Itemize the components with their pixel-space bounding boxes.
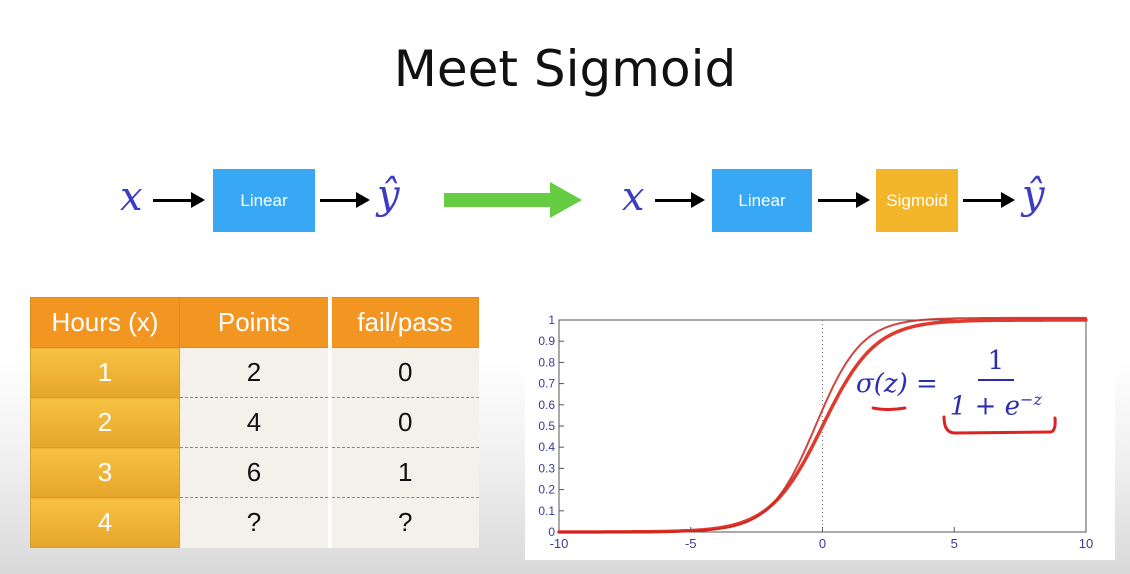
formula-fraction: 1 1 + e−z: [950, 345, 1042, 424]
y-tick-label: 0.8: [538, 355, 555, 369]
header-points: Points: [179, 297, 332, 348]
table-row: 1 2 0: [30, 347, 479, 398]
cell-points: ?: [179, 497, 332, 548]
formula-lhs: σ(z) =: [856, 369, 938, 400]
cell-hours: 1: [30, 347, 180, 398]
cell-hours: 2: [30, 397, 180, 448]
x-tick-label: -10: [550, 536, 569, 551]
header-fail-pass: fail/pass: [329, 297, 479, 348]
x-tick-label: -5: [685, 536, 697, 551]
y-axis-ticks: 0 0.1 0.2 0.3 0.4 0.5 0.6 0.7 0.8 0.9 1: [538, 313, 564, 539]
y-tick-label: 1: [548, 313, 555, 327]
table-row: 3 6 1: [30, 447, 479, 498]
y-tick-label: 0: [548, 525, 555, 539]
y-tick-label: 0.7: [538, 377, 555, 391]
y-tick-label: 0.6: [538, 398, 555, 412]
table-row: 2 4 0: [30, 397, 479, 448]
x-axis-ticks: -10 -5 0 5 10: [550, 527, 1093, 551]
arrow-icon: [818, 192, 870, 208]
transform-arrow-icon: [444, 182, 582, 218]
sigmoid-box: Sigmoid: [876, 169, 958, 232]
slide-title: Meet Sigmoid: [393, 40, 737, 98]
linear-box-right: Linear: [712, 169, 812, 232]
sigmoid-chart: 0 0.1 0.2 0.3 0.4 0.5 0.6 0.7 0.8 0.9 1 -10 -5 0 5 10: [525, 305, 1115, 560]
x-tick-label: 10: [1079, 536, 1093, 551]
formula-denominator: 1 + e−z: [950, 381, 1042, 424]
arrow-icon: [655, 192, 705, 208]
cell-hours: 4: [30, 497, 180, 548]
output-yhat-left: ŷ: [377, 172, 400, 218]
x-tick-label: 5: [951, 536, 958, 551]
table-row: 4 ? ?: [30, 497, 479, 548]
formula-denominator-base: 1 + e: [949, 391, 1021, 422]
y-tick-label: 0.4: [538, 440, 555, 454]
linear-box-left: Linear: [213, 169, 315, 232]
bracket-annotation: [942, 415, 1057, 435]
cell-fail-pass: ?: [330, 497, 479, 548]
header-hours: Hours (x): [30, 297, 180, 348]
input-x-left: x: [120, 174, 143, 220]
cell-fail-pass: 0: [330, 397, 479, 448]
cell-points: 6: [179, 447, 332, 498]
cell-points: 2: [179, 347, 332, 398]
table-header-row: Hours (x) Points fail/pass: [30, 297, 479, 348]
cell-fail-pass: 0: [330, 347, 479, 398]
input-x-right: x: [622, 174, 645, 220]
cell-fail-pass: 1: [330, 447, 479, 498]
underline-annotation: [871, 406, 907, 411]
y-tick-label: 0.1: [538, 504, 555, 518]
y-tick-label: 0.9: [538, 334, 555, 348]
x-tick-label: 0: [819, 536, 826, 551]
formula-numerator: 1: [977, 345, 1015, 381]
formula-exponent: −z: [1020, 390, 1042, 409]
sigmoid-formula: σ(z) = 1 1 + e−z: [856, 345, 1042, 424]
data-table: Hours (x) Points fail/pass 1 2 0 2 4 0 3…: [30, 297, 479, 548]
y-tick-label: 0.5: [538, 419, 555, 433]
y-tick-label: 0.2: [538, 483, 555, 497]
arrow-icon: [963, 192, 1015, 208]
y-tick-label: 0.3: [538, 461, 555, 475]
output-yhat-right: ŷ: [1022, 172, 1045, 218]
arrow-icon: [153, 192, 205, 208]
arrow-icon: [320, 192, 370, 208]
cell-points: 4: [179, 397, 332, 448]
sigmoid-curve-trace: [558, 316, 1087, 533]
cell-hours: 3: [30, 447, 180, 498]
